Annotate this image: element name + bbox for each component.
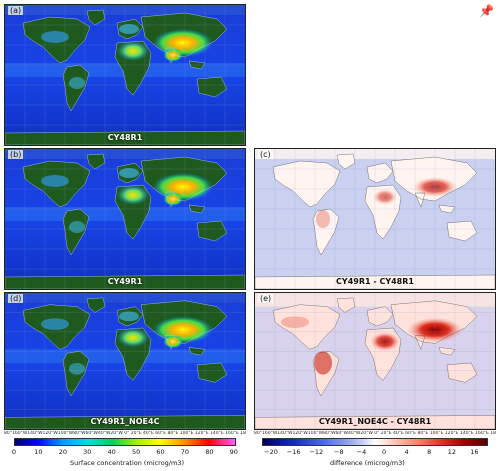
longitude-labels-right: 80°160°W140°W120°W100°W80°W60°W40°W20°W … <box>254 431 496 436</box>
map-panel-d: (d) CY49R1_NOE4C <box>4 292 246 430</box>
cb-left-tick: 10 <box>34 448 43 456</box>
cb-right-tick: −12 <box>309 448 324 456</box>
colorbar-difference-label: difference (microg/m3) <box>330 459 405 467</box>
cb-right-tick: −20 <box>264 448 278 456</box>
difference-map-e <box>255 293 495 429</box>
cb-left-tick: 50 <box>131 448 141 456</box>
cb-left-tick: 60 <box>156 448 165 456</box>
cb-left-tick: 0 <box>11 448 17 456</box>
map-panel-c: (c) CY49R1 - CY48R1 <box>254 148 496 290</box>
panel-title-c: CY49R1 - CY48R1 <box>336 277 414 286</box>
colorbar-concentration <box>14 438 236 446</box>
cb-right-tick: −16 <box>286 448 301 456</box>
cb-right-tick: 12 <box>447 448 456 456</box>
cb-right-tick: 16 <box>470 448 479 456</box>
colorbar-difference <box>262 438 488 446</box>
cb-right-tick: −4 <box>356 448 367 456</box>
panel-label-d: (d) <box>8 294 24 303</box>
panel-title-a: CY48R1 <box>107 133 143 142</box>
cb-right-tick: 4 <box>404 448 409 456</box>
panel-label-c: (c) <box>258 150 273 159</box>
difference-map-c <box>255 149 495 289</box>
cb-right-tick: −8 <box>334 448 344 456</box>
panel-label-a: (a) <box>8 6 24 15</box>
cb-left-tick: 90 <box>229 448 238 456</box>
concentration-map-d <box>5 293 245 429</box>
cb-right-tick: 8 <box>427 448 432 456</box>
pin-icon: 📌 <box>479 4 494 18</box>
panel-title-e: CY49R1_NOE4C - CY48R1 <box>318 417 432 426</box>
map-panel-a: (a) CY48R1 <box>4 4 246 146</box>
concentration-map-a <box>5 5 245 145</box>
cb-left-tick: 80 <box>205 448 214 456</box>
panel-title-b: CY49R1 <box>107 277 143 286</box>
panel-label-e: (e) <box>258 294 274 303</box>
cb-left-tick: 40 <box>107 448 116 456</box>
map-panel-e: (e) CY49R1_NOE4C - CY48R1 <box>254 292 496 430</box>
colorbar-concentration-label: Surface concentration (microg/m3) <box>70 459 184 467</box>
cb-right-tick: 0 <box>381 448 387 456</box>
cb-left-tick: 70 <box>180 448 190 456</box>
map-panel-b: (b) CY49R1 <box>4 148 246 290</box>
longitude-labels-left: 80°160°W140°W120°W100°W80°W60°W40°W20°W … <box>4 431 246 436</box>
cb-left-tick: 30 <box>83 448 92 456</box>
concentration-map-b <box>5 149 245 289</box>
panel-label-b: (b) <box>8 150 24 159</box>
cb-left-tick: 20 <box>58 448 67 456</box>
panel-title-d: CY49R1_NOE4C <box>90 417 160 426</box>
